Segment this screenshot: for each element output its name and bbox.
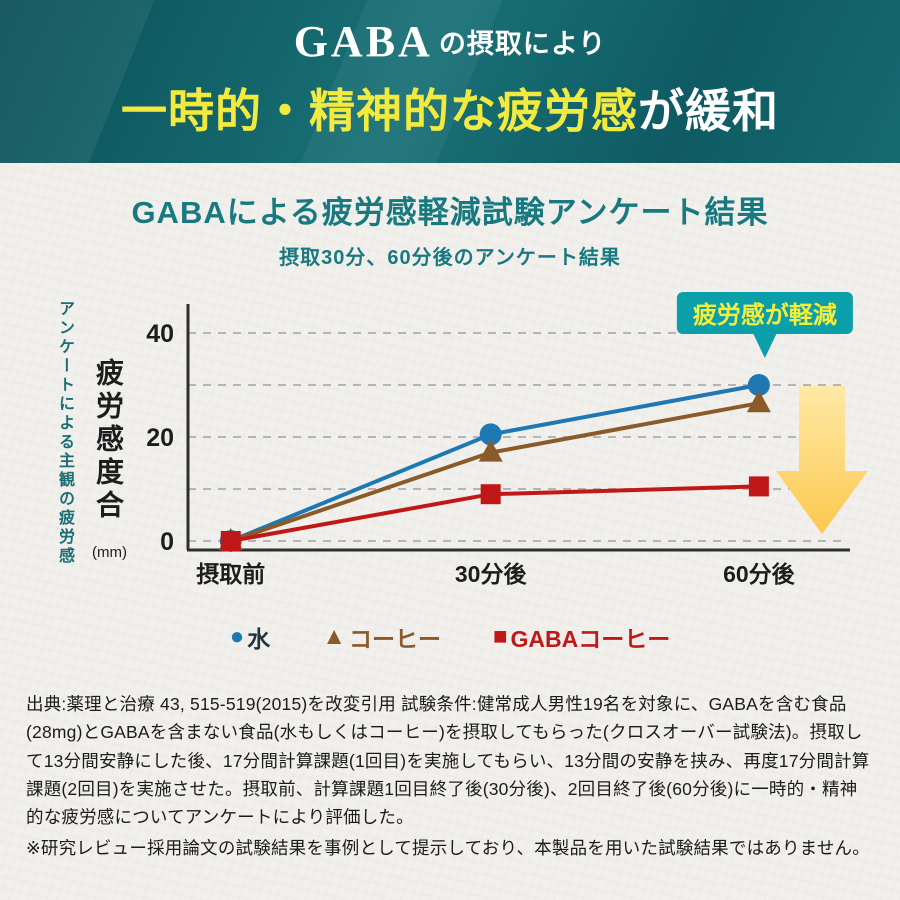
x-category-label: 30分後 [455,561,528,587]
circle-marker-icon: ● [229,623,245,650]
series-line-コーヒー [230,401,760,543]
banner-line1: GABA の摂取により [0,16,900,67]
line-chart: 0 20 40 摂取前 30分後 60分後 疲労感が軽減 [146,292,868,587]
legend-label: コーヒー [349,626,442,652]
x-category-label: 60分後 [723,561,796,587]
section-title: GABAによる疲労感軽減試験アンケート結果 [131,195,769,230]
triangle-marker-icon: ▲ [322,623,347,650]
data-point [747,374,770,396]
footnote: 出典:薬理と治療 43, 515-519(2015)を改変引用 試験条件:健常成… [26,690,874,862]
square-marker-icon: ■ [493,623,508,650]
banner-line2: 一時的・精神的な疲労感が緩和 [0,75,900,141]
legend-item-コーヒー: ▲ コーヒー [322,620,441,654]
banner-highlight: 一時的・精神的な疲労感 [121,86,638,137]
banner-line2-rest: が緩和 [638,86,779,137]
callout-label: 疲労感が軽減 [693,301,837,329]
top-banner: GABA の摂取により 一時的・精神的な疲労感が緩和 [0,0,900,163]
fatigue-decrease-arrow-icon [776,386,868,534]
y-axis-inner-label: 疲労感度合 [93,358,124,523]
data-point [748,476,769,497]
y-axis-outer-label: アンケートによる主観の疲労感 [56,300,73,566]
legend-label: GABAコーヒー [510,626,671,652]
y-tick-label: 0 [160,528,174,556]
data-point [480,484,501,505]
data-point [478,439,503,462]
footnote-body: 出典:薬理と治療 43, 515-519(2015)を改変引用 試験条件:健常成… [26,694,870,828]
data-point [479,423,502,446]
footnote-disclaimer: ※研究レビュー採用論文の試験結果を事例として提示しており、本製品を用いた試験結果… [26,837,870,858]
data-point [220,531,241,551]
callout-bubble [676,292,853,334]
banner-line1-rest: の摂取により [438,29,607,59]
callout-pointer [752,333,777,358]
legend-item-水: ● 水 [230,620,271,654]
y-tick-label: 40 [146,320,174,348]
legend-label: 水 [247,626,271,652]
data-point [746,390,771,413]
section-subtitle: 摂取30分、60分後のアンケート結果 [279,247,621,269]
x-category-label: 摂取前 [196,561,265,587]
series-line-水 [230,383,760,543]
chart-area: アンケートによる主観の疲労感 疲労感度合 (mm) 0 20 40 摂取前 30分後 60… [20,286,886,604]
legend-item-GABAコーヒー: ■ GABAコーヒー [493,620,670,654]
chart-legend: ● 水 ▲ コーヒー ■ GABAコーヒー [0,620,900,654]
brand-gaba: GABA [293,17,433,66]
y-tick-label: 20 [146,424,174,452]
y-axis-unit-label: (mm) [92,544,127,561]
